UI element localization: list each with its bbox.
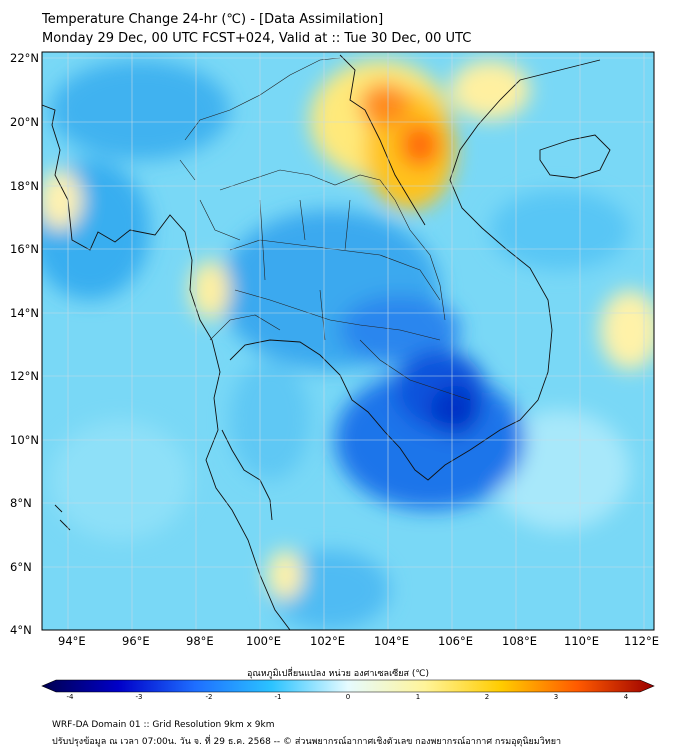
coastlines (42, 54, 611, 630)
colorbar-tick: 4 (623, 693, 629, 701)
map-frame (41, 51, 655, 631)
colorbar-tick: -3 (135, 693, 143, 701)
lat-label: 16°N (10, 242, 39, 256)
footer-model-info: WRF-DA Domain 01 :: Grid Resolution 9km … (52, 720, 275, 730)
lat-label: 10°N (10, 433, 39, 447)
colorbar-title: อุณหภูมิเปลี่ยนแปลง หน่วย องศาเซลเซียส (… (246, 669, 430, 679)
colorbar-tick: 0 (345, 693, 351, 701)
colorbar-tick: 1 (415, 693, 421, 701)
lat-label: 4°N (10, 623, 32, 637)
lat-label: 20°N (10, 115, 39, 129)
colorbar-tick: -2 (205, 693, 213, 701)
lat-label: 6°N (10, 560, 32, 574)
lon-label: 108°E (502, 634, 537, 648)
lat-label: 14°N (10, 306, 39, 320)
colorbar-tick: -4 (66, 693, 74, 701)
footer-credit: ปรับปรุงข้อมูล ณ เวลา 07:00น. วัน จ. ที่… (52, 737, 562, 747)
lon-label: 110°E (564, 634, 599, 648)
lat-label: 18°N (10, 179, 39, 193)
map-subtitle: Monday 29 Dec, 00 UTC FCST+024, Valid at… (42, 31, 472, 46)
lat-lon-grid (42, 52, 654, 630)
lat-label: 22°N (10, 51, 39, 65)
colorbar-tick: 2 (484, 693, 490, 701)
colorbar (41, 679, 655, 693)
map-title: Temperature Change 24-hr (℃) - [Data Ass… (42, 12, 384, 27)
lon-label: 106°E (438, 634, 473, 648)
lon-label: 102°E (310, 634, 345, 648)
lat-label: 12°N (10, 369, 39, 383)
colorbar-tick: -1 (274, 693, 282, 701)
lon-label: 94°E (58, 634, 86, 648)
lat-label: 8°N (10, 496, 32, 510)
lon-label: 104°E (374, 634, 409, 648)
lon-label: 96°E (122, 634, 150, 648)
temperature-field (42, 52, 654, 630)
lon-label: 100°E (246, 634, 281, 648)
lon-label: 98°E (186, 634, 214, 648)
colorbar-tick: 3 (553, 693, 559, 701)
lon-label: 112°E (624, 634, 659, 648)
